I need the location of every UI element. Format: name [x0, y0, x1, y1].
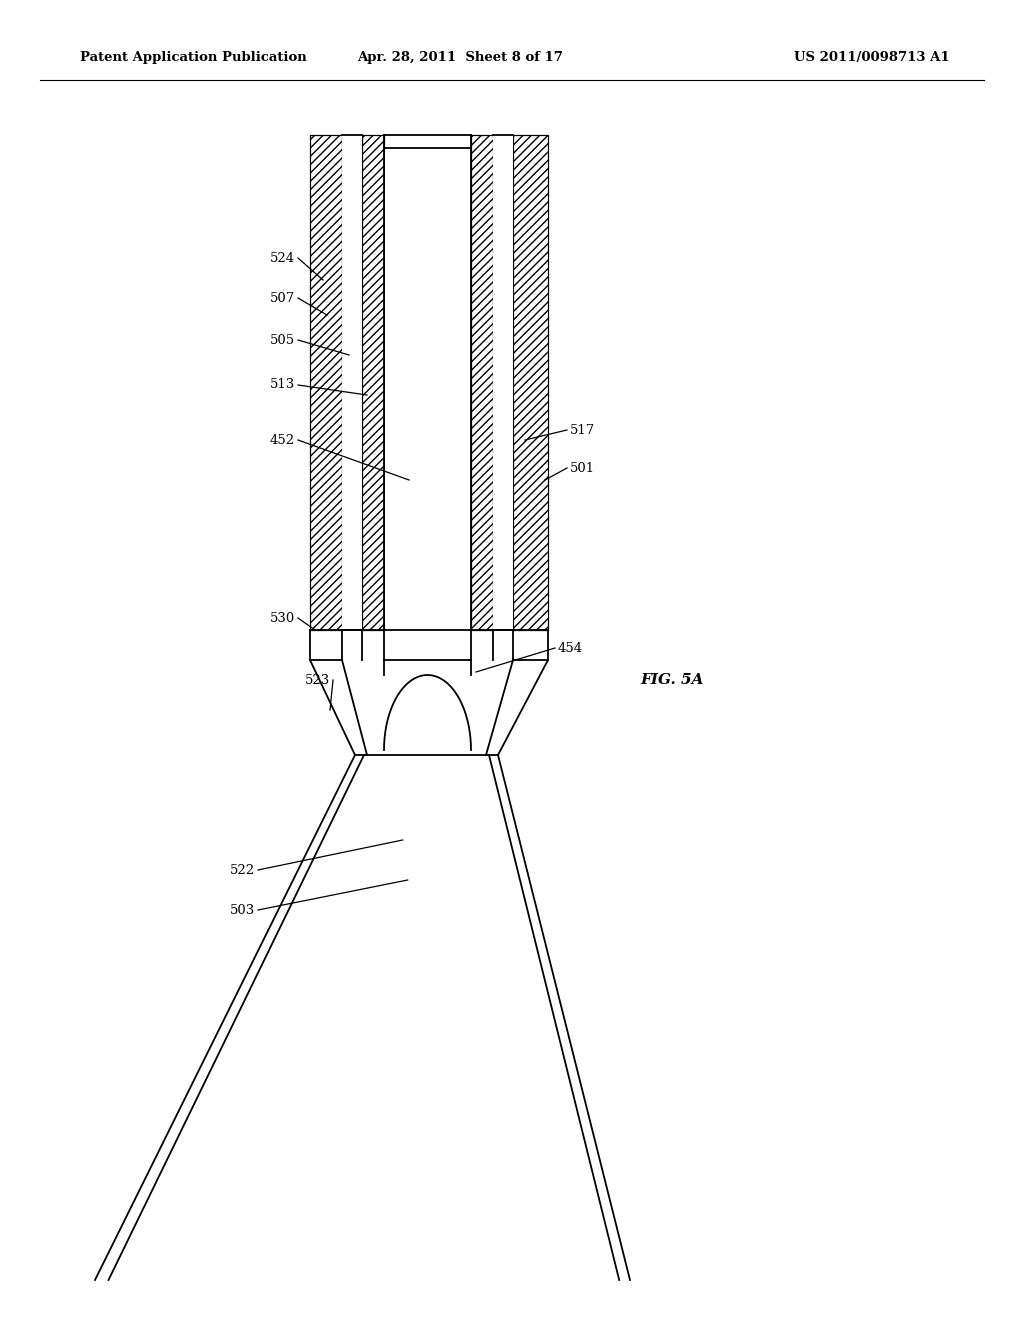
Bar — [342, 135, 362, 630]
Bar — [385, 148, 470, 630]
Bar — [310, 135, 323, 630]
Text: US 2011/0098713 A1: US 2011/0098713 A1 — [795, 51, 950, 65]
Bar — [493, 135, 513, 630]
Text: 452: 452 — [270, 433, 295, 446]
Text: 507: 507 — [269, 292, 295, 305]
Text: 530: 530 — [269, 611, 295, 624]
Text: 523: 523 — [305, 673, 330, 686]
Text: Patent Application Publication: Patent Application Publication — [80, 51, 307, 65]
Bar — [362, 135, 384, 630]
Text: 501: 501 — [570, 462, 595, 474]
Bar — [310, 135, 342, 630]
Bar — [471, 135, 493, 630]
Text: FIG. 5A: FIG. 5A — [640, 673, 703, 686]
Text: 505: 505 — [270, 334, 295, 346]
Text: 517: 517 — [570, 424, 595, 437]
Text: 454: 454 — [558, 642, 583, 655]
Text: 524: 524 — [270, 252, 295, 264]
Text: 522: 522 — [229, 863, 255, 876]
Text: Apr. 28, 2011  Sheet 8 of 17: Apr. 28, 2011 Sheet 8 of 17 — [357, 51, 563, 65]
Text: 503: 503 — [229, 903, 255, 916]
Bar — [513, 135, 548, 630]
Text: 513: 513 — [269, 379, 295, 392]
